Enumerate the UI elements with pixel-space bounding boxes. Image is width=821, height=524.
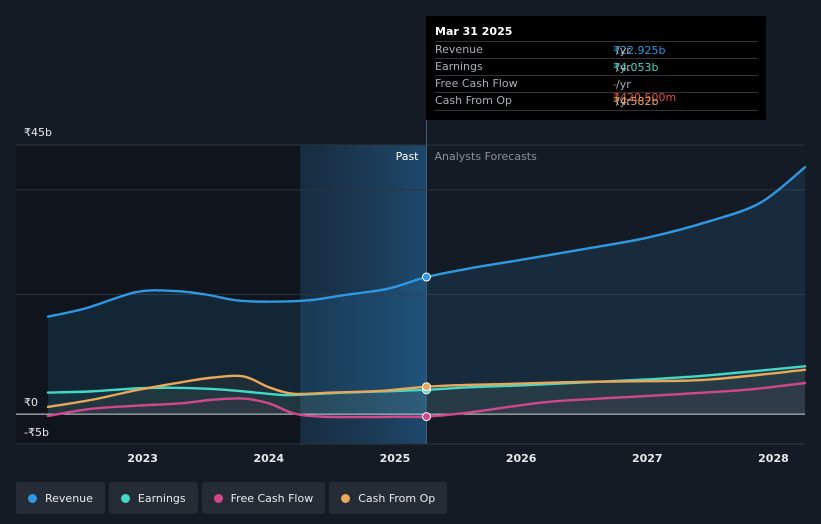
tooltip-label: Revenue xyxy=(435,43,483,56)
tooltip-label: Cash From Op xyxy=(435,94,513,107)
legend-item-revenue[interactable]: Revenue xyxy=(16,482,105,514)
tooltip-row-earnings: Earnings ₹4.053b/yr xyxy=(435,58,758,76)
tooltip-row-cash-from-op: Cash From Op ₹4.582b/yr xyxy=(435,92,758,111)
x-tick-label: 2025 xyxy=(380,452,411,465)
legend-label: Earnings xyxy=(137,491,186,505)
x-tick-label: 2026 xyxy=(506,452,537,465)
revenue-dot-icon xyxy=(28,493,37,503)
data-tooltip: Mar 31 2025 Revenue ₹22.925b/yr Earnings… xyxy=(426,16,766,120)
legend-item-earnings[interactable]: Earnings xyxy=(108,482,198,514)
tooltip-row-revenue: Revenue ₹22.925b/yr xyxy=(435,41,758,59)
y-tick-label: ₹45b xyxy=(24,126,52,139)
tooltip-row-free-cash-flow: Free Cash Flow -₹420.500m/yr xyxy=(435,75,758,104)
tooltip-label: Free Cash Flow xyxy=(435,77,518,90)
x-tick-label: 2024 xyxy=(253,452,284,465)
forecast-label: Analysts Forecasts xyxy=(435,150,538,163)
legend-label: Revenue xyxy=(45,491,93,505)
cash-from-op-dot-icon xyxy=(341,493,351,503)
free-cash-flow-area xyxy=(48,383,805,418)
chart-legend: Revenue Earnings Free Cash Flow Cash Fro… xyxy=(16,482,448,516)
revenue-line xyxy=(46,165,807,318)
legend-item-free-cash-flow[interactable]: Free Cash Flow xyxy=(201,482,326,514)
tooltip-date: Mar 31 2025 xyxy=(435,25,513,38)
y-tick-label: ₹0 xyxy=(24,396,38,409)
revenue-marker xyxy=(422,272,431,282)
free-cash-flow-marker xyxy=(422,412,431,422)
cash-from-op-line xyxy=(46,368,807,409)
free-cash-flow-line xyxy=(46,381,807,419)
legend-item-cash-from-op[interactable]: Cash From Op xyxy=(329,482,448,514)
x-tick-label: 2028 xyxy=(758,452,789,465)
y-tick-label: -₹5b xyxy=(24,426,49,439)
cash-from-op-marker xyxy=(422,382,431,392)
legend-label: Cash From Op xyxy=(358,491,436,505)
past-label: Past xyxy=(396,150,420,163)
x-tick-label: 2023 xyxy=(127,452,158,465)
x-tick-label: 2027 xyxy=(632,452,663,465)
legend-label: Free Cash Flow xyxy=(230,491,314,505)
tooltip-label: Earnings xyxy=(435,60,483,73)
earnings-dot-icon xyxy=(120,493,130,503)
free-cash-flow-dot-icon xyxy=(213,493,223,503)
